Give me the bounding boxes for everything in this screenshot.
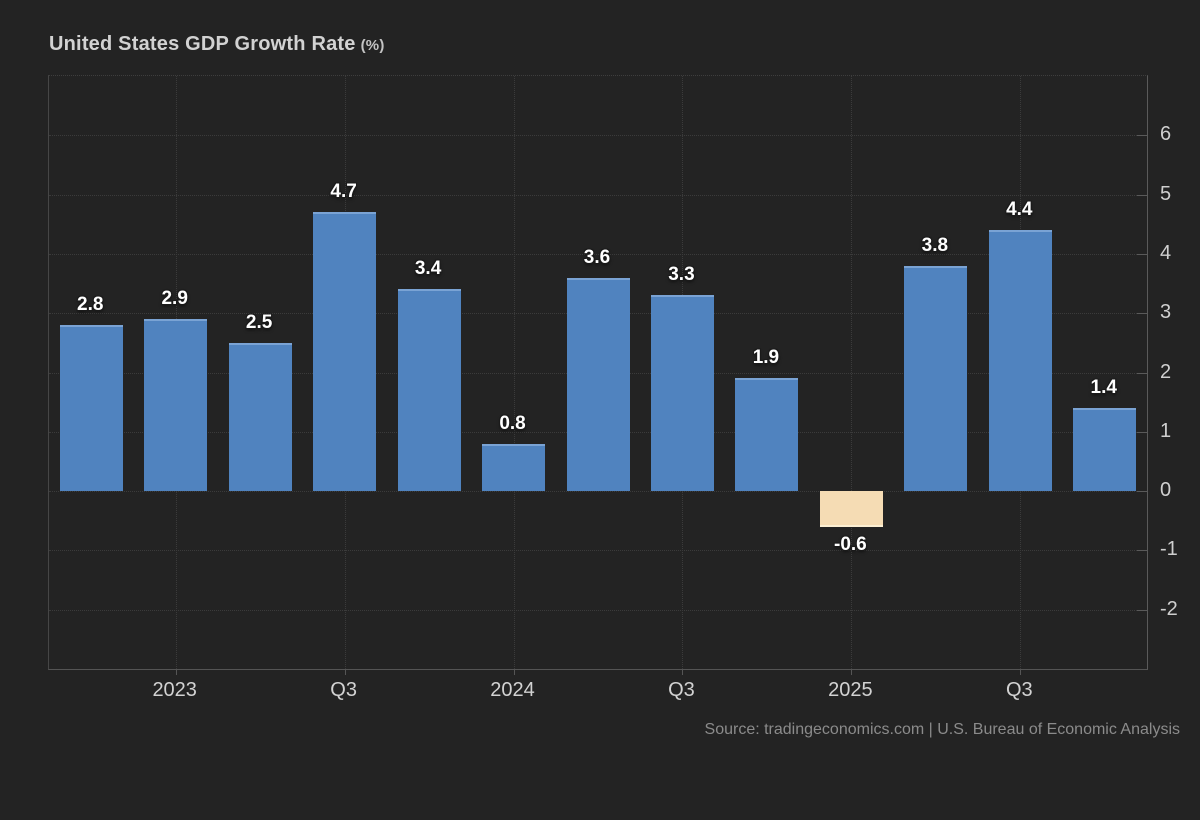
chart-title-text: United States GDP Growth Rate [49, 33, 356, 55]
x-axis-label: 2023 [152, 679, 197, 701]
y-axis-label: 1 [1160, 419, 1172, 442]
gdp-bar[interactable] [904, 265, 968, 492]
bar-value-label: 2.5 [245, 311, 273, 333]
gdp-bar[interactable] [144, 319, 208, 492]
bar-value-label: 2.9 [161, 288, 188, 310]
y-axis-tick [1137, 135, 1147, 137]
bar-value-label: 4.4 [1006, 199, 1033, 221]
horizontal-gridline [49, 194, 1147, 196]
gdp-bar[interactable] [566, 277, 630, 492]
bar-value-label: 2.8 [77, 294, 104, 316]
x-axis-tick [851, 670, 853, 675]
bar-value-label: 3.6 [583, 246, 611, 268]
plot-area [48, 75, 1148, 675]
y-axis-label: 6 [1160, 123, 1172, 146]
chart-title-unit: (%) [360, 37, 385, 54]
gdp-bar[interactable] [988, 230, 1052, 492]
y-axis-tick [1137, 609, 1147, 611]
y-axis-label: -2 [1160, 597, 1178, 620]
gdp-bar[interactable] [313, 212, 377, 492]
horizontal-gridline [49, 609, 1147, 611]
bar-value-label: 3.3 [668, 264, 695, 286]
horizontal-gridline [49, 491, 1147, 493]
horizontal-gridline [49, 550, 1147, 552]
y-axis-tick [1137, 372, 1147, 374]
y-axis-label: 5 [1160, 182, 1172, 205]
gdp-bar[interactable] [397, 289, 461, 492]
x-axis-tick [344, 670, 346, 675]
y-axis-label: -1 [1160, 538, 1178, 561]
chart-title: United States GDP Growth Rate (%) [49, 33, 385, 56]
gdp-bar[interactable] [650, 295, 714, 492]
y-axis-tick [1137, 194, 1147, 196]
vertical-gridline [513, 76, 515, 669]
bar-value-label: 1.9 [752, 347, 780, 369]
y-axis-tick [1137, 491, 1147, 493]
gdp-bar[interactable] [59, 325, 123, 492]
x-axis-tick [1020, 670, 1022, 675]
y-axis-label: 2 [1160, 360, 1172, 383]
x-axis-label: Q3 [1005, 679, 1033, 701]
bar-value-label: 3.8 [921, 234, 949, 256]
y-axis-tick [1137, 253, 1147, 255]
x-axis-tick [175, 670, 177, 675]
bar-value-label: 3.4 [414, 258, 442, 280]
y-axis-label: 3 [1160, 301, 1172, 324]
gdp-bar[interactable] [482, 443, 546, 492]
y-axis-tick [1137, 431, 1147, 433]
x-axis-tick [513, 670, 515, 675]
bar-value-label: 4.7 [330, 181, 357, 203]
bar-value-label: 1.4 [1090, 377, 1117, 399]
horizontal-gridline [49, 135, 1147, 137]
x-axis-label: 2025 [828, 679, 873, 701]
bar-value-label: -0.6 [834, 533, 867, 555]
horizontal-gridline [49, 253, 1147, 255]
x-axis-label: Q3 [330, 679, 357, 701]
gdp-bar[interactable] [228, 342, 292, 492]
gdp-bar[interactable] [819, 491, 883, 527]
x-axis-tick [682, 670, 684, 675]
bar-value-label: 0.8 [499, 412, 526, 434]
x-axis-label: Q3 [668, 679, 695, 701]
y-axis-label: 0 [1160, 479, 1172, 502]
vertical-gridline [851, 76, 853, 669]
source-attribution: Source: tradingeconomics.com | U.S. Bure… [704, 721, 1180, 738]
y-axis-tick [1137, 313, 1147, 315]
y-axis-label: 4 [1160, 241, 1172, 264]
y-axis-tick [1137, 550, 1147, 552]
gdp-bar[interactable] [735, 378, 799, 492]
x-axis-label: 2024 [490, 679, 535, 701]
gdp-bar[interactable] [1073, 408, 1137, 492]
